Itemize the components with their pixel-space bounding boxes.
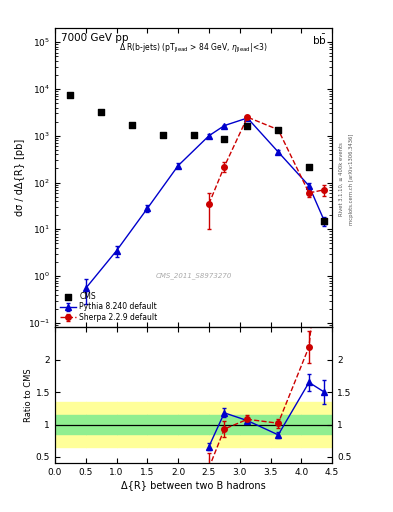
Text: b$\bar{\rm b}$: b$\bar{\rm b}$ bbox=[312, 33, 327, 47]
Text: $\Delta$ R(b-jets) (pT$_{\rm Jlead}$ > 84 GeV, $\eta_{\rm Jlead}$|<3): $\Delta$ R(b-jets) (pT$_{\rm Jlead}$ > 8… bbox=[119, 41, 268, 55]
Text: Rivet 3.1.10, ≥ 400k events: Rivet 3.1.10, ≥ 400k events bbox=[339, 142, 344, 216]
CMS bbox=[98, 108, 105, 116]
Y-axis label: Ratio to CMS: Ratio to CMS bbox=[24, 369, 33, 422]
Text: 7000 GeV pp: 7000 GeV pp bbox=[61, 33, 128, 42]
CMS bbox=[306, 162, 312, 170]
CMS bbox=[67, 91, 73, 99]
CMS bbox=[190, 131, 196, 139]
Legend: CMS, Pythia 8.240 default, Sherpa 2.2.9 default: CMS, Pythia 8.240 default, Sherpa 2.2.9 … bbox=[59, 290, 159, 324]
CMS bbox=[244, 122, 251, 131]
CMS bbox=[321, 217, 327, 225]
CMS bbox=[160, 131, 166, 139]
Text: mcplots.cern.ch [arXiv:1306.3436]: mcplots.cern.ch [arXiv:1306.3436] bbox=[349, 134, 354, 225]
CMS bbox=[129, 121, 135, 129]
Text: CMS_2011_S8973270: CMS_2011_S8973270 bbox=[155, 273, 232, 280]
CMS bbox=[221, 135, 228, 143]
Y-axis label: dσ / dΔ{R} [pb]: dσ / dΔ{R} [pb] bbox=[15, 139, 25, 217]
X-axis label: Δ{R} between two B hadrons: Δ{R} between two B hadrons bbox=[121, 480, 266, 490]
CMS bbox=[275, 125, 281, 134]
